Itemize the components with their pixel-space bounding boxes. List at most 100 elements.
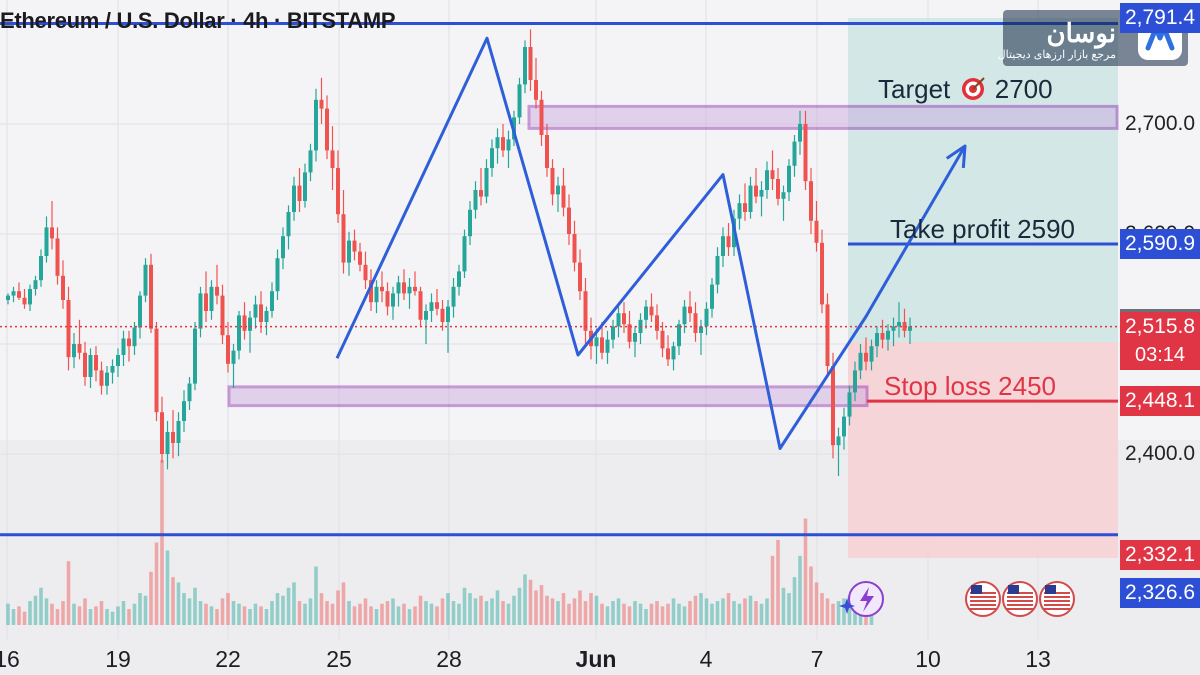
volume-bar — [809, 566, 813, 625]
candle-bullish — [759, 190, 764, 197]
volume-bar — [704, 598, 709, 625]
volume-bar — [726, 593, 731, 625]
price-tag-volume: 2,332.1 — [1120, 540, 1200, 570]
time-tick-label: 4 — [699, 646, 713, 672]
candle-bearish — [66, 300, 71, 358]
volume-bar — [440, 598, 445, 625]
stop-zone — [848, 342, 1118, 558]
volume-bar — [583, 601, 588, 625]
volume-bar — [732, 601, 736, 625]
candle-bearish — [385, 291, 390, 307]
volume-bar — [622, 603, 626, 625]
candle-bearish — [534, 80, 538, 100]
volume-bar — [781, 587, 786, 625]
candle-bullish — [616, 313, 621, 327]
flag-stripe — [1044, 592, 1070, 594]
candle-bearish — [50, 227, 54, 239]
volume-bar — [242, 606, 247, 625]
volume-bar — [556, 601, 560, 625]
volume-bar — [17, 606, 21, 625]
price-tag-support: 2,326.6 — [1120, 578, 1200, 608]
volume-bar — [792, 577, 797, 625]
volume-bar — [391, 598, 395, 625]
price-tag-resistance: 2,791.4 — [1120, 3, 1200, 33]
brand-logo: نوسان مرجع بازار ارزهای دیجیتال — [998, 10, 1188, 66]
candle-bearish — [561, 185, 566, 208]
candle-bearish — [693, 313, 698, 333]
candle-bearish — [319, 99, 324, 109]
candle-bearish — [578, 262, 582, 292]
candle-bullish — [781, 192, 786, 199]
candle-bullish — [468, 209, 472, 237]
volume-bar — [600, 603, 604, 625]
volume-bar — [616, 598, 621, 625]
candle-bullish — [237, 315, 241, 351]
volume-bar — [561, 593, 566, 625]
candle-bearish — [215, 286, 219, 296]
volume-bar — [292, 582, 296, 625]
volume-bar — [539, 585, 544, 625]
candle-bullish — [28, 289, 32, 305]
candle-bullish — [869, 346, 874, 362]
candle-bullish — [182, 401, 186, 421]
volume-bar — [473, 598, 478, 625]
symbol-title: Ethereum / U.S. Dollar · 4h · BITSTAMP — [0, 8, 396, 33]
candle-bearish — [358, 251, 362, 265]
candle-bullish — [490, 148, 494, 168]
candle-bullish — [671, 346, 676, 360]
candle-bearish — [55, 238, 60, 276]
candle-bullish — [908, 326, 912, 331]
volume-bar — [710, 603, 714, 625]
volume-bar — [798, 555, 802, 625]
volume-bar — [572, 598, 577, 625]
candle-bearish — [380, 286, 384, 292]
volume-bar — [154, 542, 159, 625]
target-icon — [961, 77, 985, 100]
volume-bar — [578, 590, 582, 625]
candle-bullish — [231, 350, 236, 364]
volume-bar — [649, 603, 654, 625]
flag-stripe — [1044, 600, 1070, 602]
volume-bar — [143, 595, 148, 625]
candle-bearish — [770, 170, 775, 179]
candle-bullish — [11, 291, 16, 296]
volume-bar — [66, 561, 71, 625]
volume-bar — [655, 601, 659, 625]
candle-bullish — [292, 185, 296, 212]
candle-bearish — [330, 150, 335, 168]
volume-bar — [396, 606, 401, 625]
candle-bullish — [611, 326, 615, 340]
volume-bar — [699, 593, 703, 625]
candle-bullish — [193, 328, 197, 384]
candle-bullish — [264, 311, 269, 322]
volume-bar — [11, 609, 16, 625]
candle-bullish — [710, 284, 714, 309]
volume-bar — [6, 603, 10, 625]
candle-bullish — [737, 203, 742, 219]
volume-bar — [99, 601, 104, 625]
volume-bar — [132, 603, 137, 625]
candle-bearish — [809, 181, 813, 221]
candle-bullish — [704, 308, 709, 327]
volume-bar — [682, 606, 687, 625]
volume-bar — [374, 609, 379, 625]
volume-bar — [286, 587, 291, 625]
candle-bullish — [847, 392, 852, 417]
time-tick-label: 28 — [436, 646, 462, 672]
candle-bearish — [149, 264, 153, 329]
volume-bar — [506, 603, 511, 625]
candle-bearish — [550, 168, 555, 195]
volume-bar — [468, 593, 472, 625]
pattern-line — [335, 36, 967, 450]
volume-bar — [418, 595, 423, 625]
volume-bar — [633, 601, 637, 625]
volume-bar — [231, 601, 236, 625]
volume-bar — [226, 593, 230, 625]
volume-bar — [182, 593, 186, 625]
candle-bullish — [836, 436, 841, 446]
zone-upper — [527, 104, 1119, 130]
volume-bar — [435, 606, 439, 625]
candle-bullish — [374, 286, 379, 303]
